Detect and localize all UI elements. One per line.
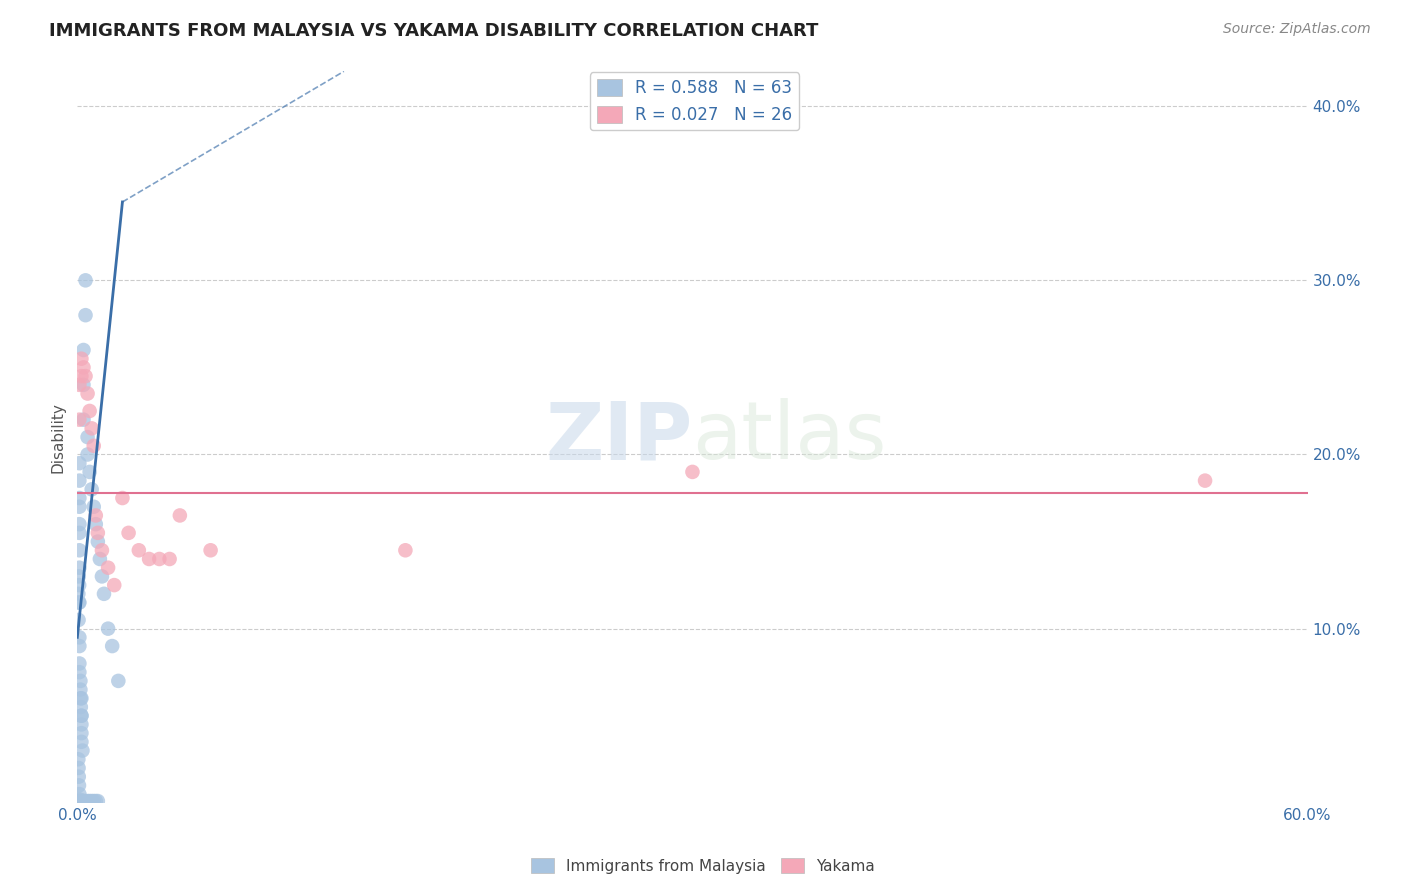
- Point: [67, 631, 90, 645]
- Point: [76, 794, 98, 808]
- Point: [84, 794, 107, 808]
- Point: [90, 543, 114, 558]
- Point: [107, 673, 129, 688]
- Point: [169, 508, 191, 523]
- Legend: R = 0.588   N = 63, R = 0.027   N = 26: R = 0.588 N = 63, R = 0.027 N = 26: [591, 72, 799, 130]
- Point: [67, 377, 90, 392]
- Point: [75, 308, 97, 322]
- Point: [72, 377, 94, 392]
- Point: [67, 525, 90, 540]
- Point: [67, 595, 90, 609]
- Point: [76, 448, 98, 462]
- Point: [83, 794, 105, 808]
- Point: [67, 639, 90, 653]
- Point: [67, 474, 90, 488]
- Point: [67, 787, 90, 801]
- Point: [70, 369, 93, 384]
- Point: [80, 483, 103, 497]
- Legend: Immigrants from Malaysia, Yakama: Immigrants from Malaysia, Yakama: [524, 852, 882, 880]
- Point: [70, 717, 93, 731]
- Point: [67, 456, 90, 470]
- Point: [87, 525, 110, 540]
- Point: [67, 517, 90, 532]
- Point: [72, 743, 94, 757]
- Point: [69, 682, 91, 697]
- Point: [72, 412, 94, 426]
- Point: [117, 525, 139, 540]
- Point: [67, 770, 90, 784]
- Point: [93, 587, 115, 601]
- Point: [72, 343, 94, 357]
- Point: [75, 369, 97, 384]
- Point: [67, 569, 90, 583]
- Point: [89, 552, 111, 566]
- Text: ZIP: ZIP: [546, 398, 693, 476]
- Point: [70, 351, 93, 366]
- Point: [69, 673, 91, 688]
- Point: [67, 500, 90, 514]
- Point: [70, 691, 93, 706]
- Point: [67, 560, 90, 574]
- Point: [87, 794, 110, 808]
- Point: [69, 691, 91, 706]
- Point: [70, 735, 93, 749]
- Point: [87, 534, 110, 549]
- Point: [84, 508, 107, 523]
- Point: [90, 569, 114, 583]
- Point: [80, 421, 103, 435]
- Point: [67, 587, 90, 601]
- Point: [67, 778, 90, 792]
- Point: [72, 360, 94, 375]
- Point: [67, 578, 90, 592]
- Point: [70, 708, 93, 723]
- Point: [69, 700, 91, 714]
- Point: [75, 273, 97, 287]
- Point: [75, 794, 97, 808]
- Point: [111, 491, 134, 505]
- Point: [138, 552, 160, 566]
- Point: [67, 412, 90, 426]
- Point: [97, 560, 120, 574]
- Point: [83, 439, 105, 453]
- Point: [159, 552, 181, 566]
- Point: [1194, 474, 1216, 488]
- Text: atlas: atlas: [693, 398, 887, 476]
- Point: [67, 657, 90, 671]
- Text: IMMIGRANTS FROM MALAYSIA VS YAKAMA DISABILITY CORRELATION CHART: IMMIGRANTS FROM MALAYSIA VS YAKAMA DISAB…: [49, 22, 818, 40]
- Point: [148, 552, 170, 566]
- Y-axis label: Disability: Disability: [51, 401, 66, 473]
- Point: [79, 794, 101, 808]
- Point: [67, 761, 90, 775]
- Point: [103, 578, 125, 592]
- Point: [394, 543, 416, 558]
- Point: [70, 708, 93, 723]
- Point: [67, 595, 90, 609]
- Point: [72, 794, 94, 808]
- Point: [70, 726, 93, 740]
- Point: [67, 613, 90, 627]
- Point: [67, 794, 90, 808]
- Point: [76, 430, 98, 444]
- Point: [67, 794, 90, 808]
- Point: [97, 622, 120, 636]
- Point: [80, 794, 103, 808]
- Point: [76, 386, 98, 401]
- Point: [128, 543, 150, 558]
- Point: [83, 500, 105, 514]
- Point: [682, 465, 704, 479]
- Point: [84, 517, 107, 532]
- Point: [67, 665, 90, 680]
- Point: [67, 491, 90, 505]
- Point: [67, 792, 90, 806]
- Point: [200, 543, 222, 558]
- Point: [79, 404, 101, 418]
- Text: Source: ZipAtlas.com: Source: ZipAtlas.com: [1223, 22, 1371, 37]
- Point: [101, 639, 124, 653]
- Point: [79, 465, 101, 479]
- Point: [67, 543, 90, 558]
- Point: [67, 752, 90, 766]
